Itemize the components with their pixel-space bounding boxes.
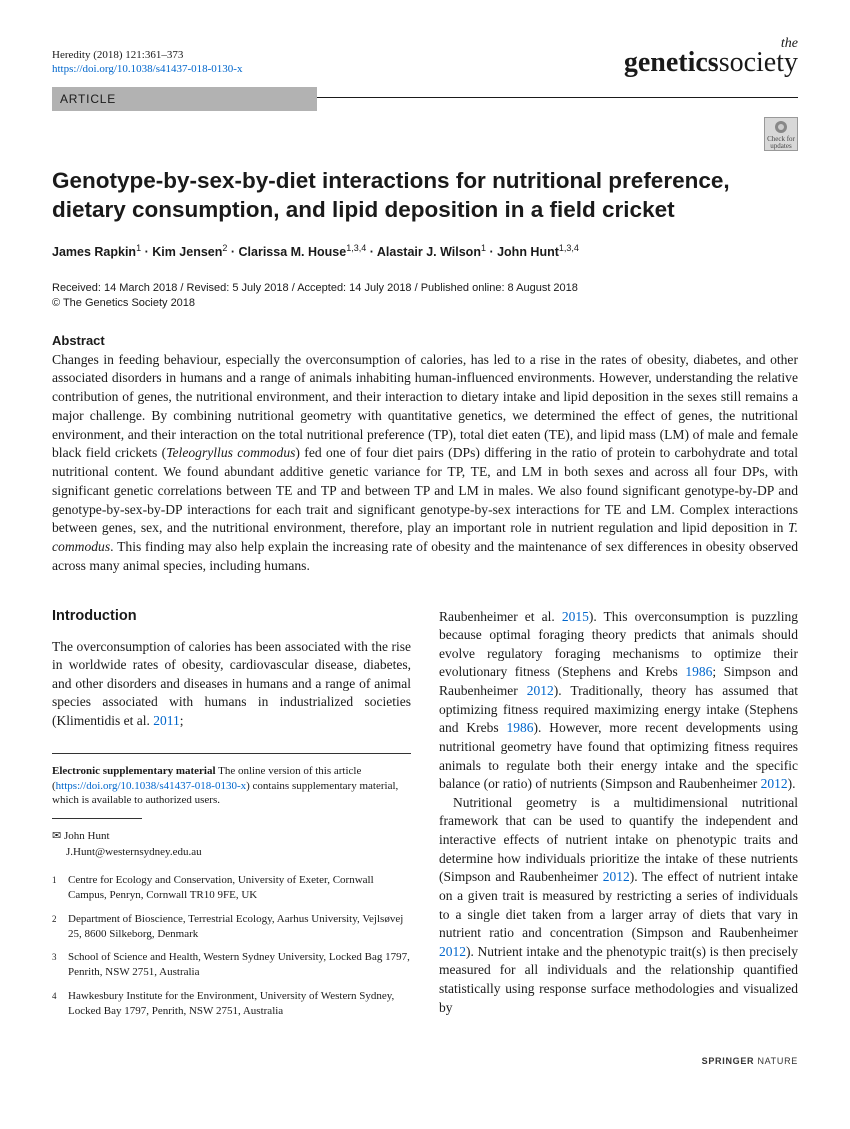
author: Alastair J. Wilson <box>377 245 481 259</box>
dates-line: Received: 14 March 2018 / Revised: 5 Jul… <box>52 281 798 296</box>
author: James Rapkin <box>52 245 136 259</box>
page-header: Heredity (2018) 121:361–373 https://doi.… <box>52 38 798 77</box>
citation-block: Heredity (2018) 121:361–373 https://doi.… <box>52 48 242 78</box>
abstract-text: Changes in feeding behaviour, especially… <box>52 351 798 576</box>
author-list: James Rapkin1 · Kim Jensen2 · Clarissa M… <box>52 243 798 259</box>
left-column: Introduction The overconsumption of calo… <box>52 608 411 1028</box>
section-heading: Introduction <box>52 608 411 624</box>
abstract-heading: Abstract <box>52 333 798 348</box>
header-rule <box>317 97 798 98</box>
supplementary-note: Electronic supplementary material The on… <box>52 764 411 809</box>
publication-dates: Received: 14 March 2018 / Revised: 5 Jul… <box>52 281 798 311</box>
journal-logo: the geneticssociety <box>624 38 798 77</box>
publisher-logo: SPRINGER NATURE <box>52 1056 798 1066</box>
copyright-line: © The Genetics Society 2018 <box>52 296 798 311</box>
intro-paragraph-cont: Raubenheimer et al. 2015). This overcons… <box>439 608 798 794</box>
doi-link[interactable]: https://doi.org/10.1038/s41437-018-0130-… <box>52 63 242 75</box>
author: Kim Jensen <box>152 245 222 259</box>
check-updates-badge[interactable]: Check for updates <box>764 117 798 151</box>
corr-name: John Hunt <box>64 830 110 842</box>
divider-rule <box>52 753 411 754</box>
intro-paragraph: The overconsumption of calories has been… <box>52 638 411 731</box>
article-type-bar: ARTICLE <box>52 87 798 111</box>
divider-short <box>52 818 142 819</box>
right-column: Raubenheimer et al. 2015). This overcons… <box>439 608 798 1028</box>
envelope-icon: ✉ <box>52 830 61 842</box>
intro-paragraph-2: Nutritional geometry is a multidimension… <box>439 794 798 1018</box>
corr-email: J.Hunt@westernsydney.edu.au <box>66 846 202 858</box>
logo-bold: genetics <box>624 47 719 78</box>
citation-text: Heredity (2018) 121:361–373 <box>52 48 242 63</box>
affiliation: 4Hawkesbury Institute for the Environmen… <box>52 989 411 1019</box>
author: Clarissa M. House <box>239 245 347 259</box>
author: John Hunt <box>497 245 559 259</box>
affiliation: 3School of Science and Health, Western S… <box>52 950 411 980</box>
article-title: Genotype-by-sex-by-diet interactions for… <box>52 166 798 225</box>
article-label: ARTICLE <box>52 87 317 111</box>
body-columns: Introduction The overconsumption of calo… <box>52 608 798 1028</box>
affiliation: 2Department of Bioscience, Terrestrial E… <box>52 912 411 942</box>
affiliation-list: 1Centre for Ecology and Conservation, Un… <box>52 873 411 1019</box>
crossmark-icon <box>774 120 788 134</box>
supp-doi-link[interactable]: https://doi.org/10.1038/s41437-018-0130-… <box>56 780 246 792</box>
affiliation: 1Centre for Ecology and Conservation, Un… <box>52 873 411 903</box>
logo-light: society <box>719 47 798 78</box>
correspondence: ✉ John Hunt J.Hunt@westernsydney.edu.au <box>52 829 411 861</box>
